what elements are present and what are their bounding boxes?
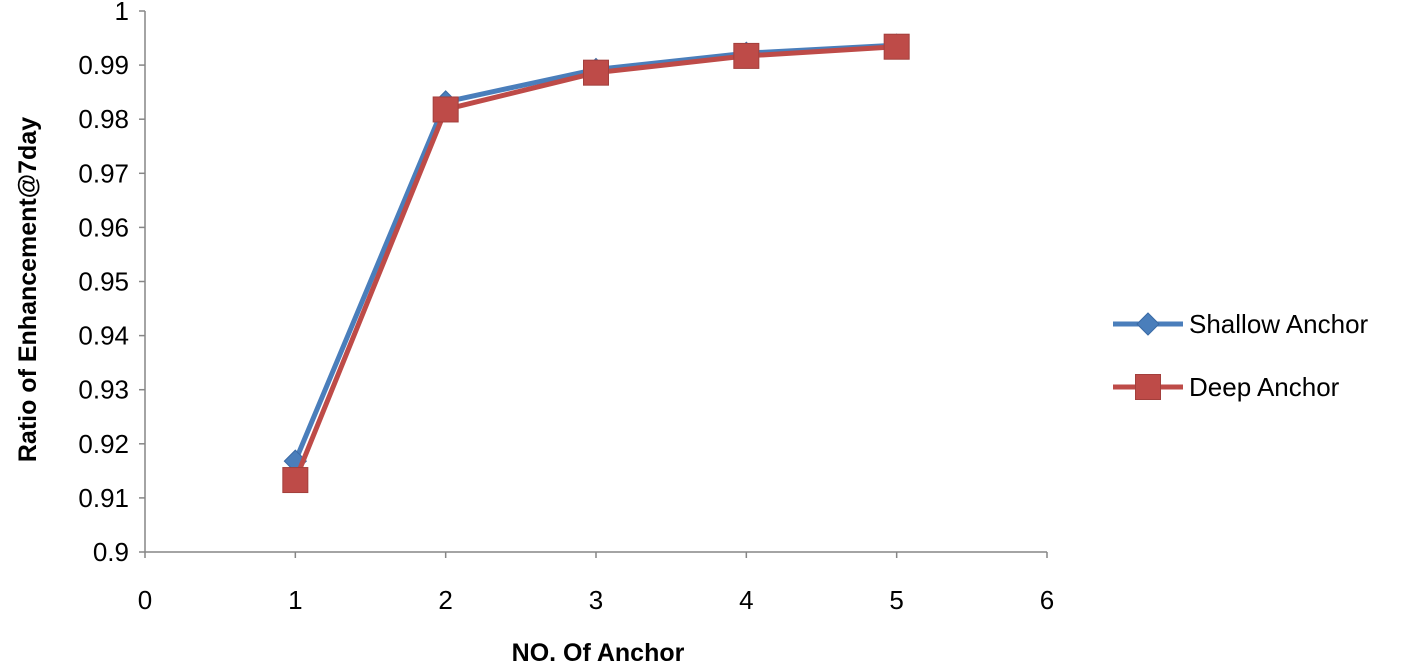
y-axis-title: Ratio of Enhancement@7day	[14, 117, 42, 462]
legend-item-shallow-anchor: Shallow Anchor	[1113, 309, 1369, 339]
deep-anchor-point	[282, 467, 309, 494]
series-deep-anchor	[282, 33, 910, 494]
deep-anchor-point	[1135, 374, 1161, 400]
y-tick-label: 0.99	[78, 50, 129, 80]
plot-area: 0.9 0.91 0.92 0.93 0.94 0.95 0.96 0.97 0.98 0.99 1…	[78, 0, 1054, 615]
series-layer	[282, 33, 910, 494]
x-tick-label: 1	[288, 585, 302, 615]
series-shallow-anchor	[283, 33, 909, 473]
legend: Shallow Anchor Deep Anchor	[1113, 309, 1369, 402]
legend-item-deep-anchor: Deep Anchor	[1113, 372, 1340, 402]
legend-label: Deep Anchor	[1189, 372, 1340, 402]
y-tick-label: 0.98	[78, 104, 129, 134]
x-tick-label: 0	[138, 585, 152, 615]
y-tick-label: 0.97	[78, 158, 129, 188]
x-tick-label: 4	[739, 585, 753, 615]
y-tick-label: 0.9	[93, 537, 129, 567]
y-tick-label: 0.91	[78, 483, 129, 513]
x-tick-label: 3	[589, 585, 603, 615]
deep-anchor-point	[733, 42, 760, 69]
x-tick-label: 6	[1040, 585, 1054, 615]
y-tick-label: 0.95	[78, 267, 129, 297]
y-tick-label: 1	[115, 0, 129, 26]
y-tick-label: 0.94	[78, 321, 129, 351]
deep-anchor-point	[583, 59, 609, 86]
deep-anchor-point	[432, 96, 459, 123]
y-axis-ticks: 0.9 0.91 0.92 0.93 0.94 0.95 0.96 0.97 0.98 0.99 1	[78, 0, 145, 567]
legend-label: Shallow Anchor	[1189, 309, 1369, 339]
x-tick-label: 2	[438, 585, 452, 615]
x-tick-label: 5	[889, 585, 903, 615]
y-tick-label: 0.92	[78, 429, 129, 459]
x-axis-title: NO. Of Anchor	[512, 639, 685, 663]
y-tick-label: 0.96	[78, 212, 129, 242]
deep-anchor-point	[883, 33, 910, 60]
x-axis-ticks: 0 1 2 3 4 5 6	[138, 552, 1054, 615]
deep-anchor-line	[293, 44, 897, 481]
shallow-anchor-point	[1136, 312, 1160, 336]
y-tick-label: 0.93	[78, 375, 129, 405]
